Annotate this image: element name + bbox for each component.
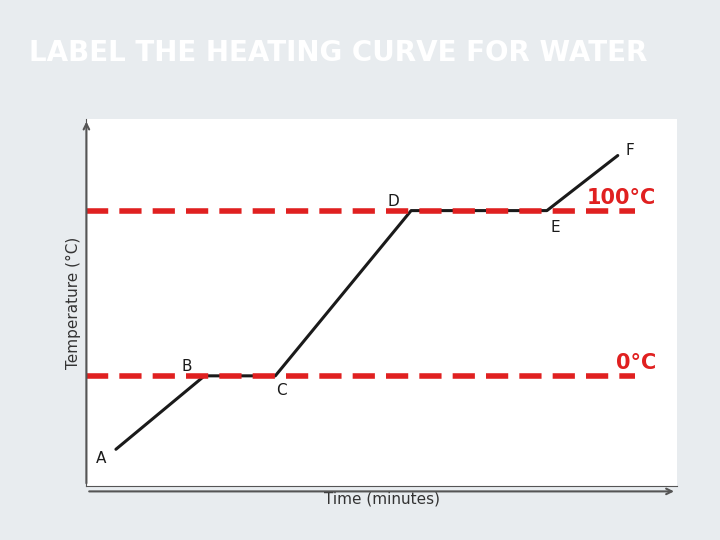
Text: A: A [96, 451, 107, 466]
Text: 0°C: 0°C [616, 353, 656, 373]
Text: E: E [551, 220, 561, 234]
Text: 100°C: 100°C [587, 188, 656, 208]
Text: LABEL THE HEATING CURVE FOR WATER: LABEL THE HEATING CURVE FOR WATER [29, 39, 647, 68]
Text: B: B [181, 359, 192, 374]
X-axis label: Time (minutes): Time (minutes) [323, 491, 440, 507]
Text: F: F [625, 143, 634, 158]
Text: C: C [276, 383, 287, 398]
Text: D: D [387, 194, 400, 209]
Y-axis label: Temperature (°C): Temperature (°C) [66, 237, 81, 368]
